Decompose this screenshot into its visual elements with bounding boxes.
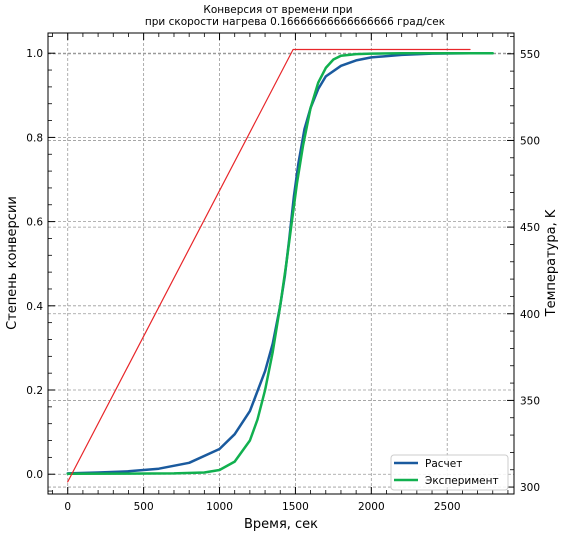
grid-lines (48, 33, 514, 494)
chart-title-line1: Конверсия от времени при (203, 4, 352, 16)
x-tick-label: 1000 (206, 501, 233, 513)
y-tick-label: 0.6 (26, 217, 43, 229)
series-line-1 (66, 51, 494, 476)
y-right-tick-label: 350 (520, 395, 540, 407)
x-tick-label: 0 (64, 501, 71, 513)
axis-ticks (48, 33, 514, 494)
x-axis-label: Время, сек (244, 517, 318, 532)
y-tick-label: 0.0 (26, 469, 43, 481)
y-right-tick-label: 300 (520, 482, 540, 494)
x-tick-label: 500 (134, 501, 154, 513)
y-axis-right-label: Температура, K (544, 209, 559, 317)
y-tick-label: 0.4 (26, 301, 43, 313)
y-tick-label: 0.8 (26, 132, 43, 144)
legend-label-calc: Расчет (425, 458, 462, 470)
x-tick-label: 1500 (282, 501, 309, 513)
y-right-tick-label: 500 (520, 135, 540, 147)
legend-label-experiment: Эксперимент (425, 475, 499, 487)
axis-tick-labels: 0 500 1000 1500 2000 2500 0.0 0.2 0.4 0.6 0.8 1.0 30… (26, 48, 540, 513)
series-line-0 (66, 51, 472, 475)
y-right-tick-label: 550 (520, 49, 540, 61)
plot-frame (47, 32, 515, 495)
x-tick-label: 2500 (434, 501, 461, 513)
chart-title-line2: при скорости нагрева 0.16666666666666666… (145, 16, 445, 28)
y-right-tick-label: 400 (520, 309, 540, 321)
legend-box (390, 454, 509, 491)
series-line-2 (67, 48, 471, 483)
y-tick-label: 1.0 (26, 48, 43, 60)
x-tick-label: 2000 (358, 501, 385, 513)
legend: Расчет Эксперимент (390, 454, 509, 491)
y-axis-label: Степень конверсии (5, 196, 20, 330)
y-right-tick-label: 450 (520, 222, 540, 234)
series-lines (66, 48, 494, 483)
y-tick-label: 0.2 (26, 385, 43, 397)
